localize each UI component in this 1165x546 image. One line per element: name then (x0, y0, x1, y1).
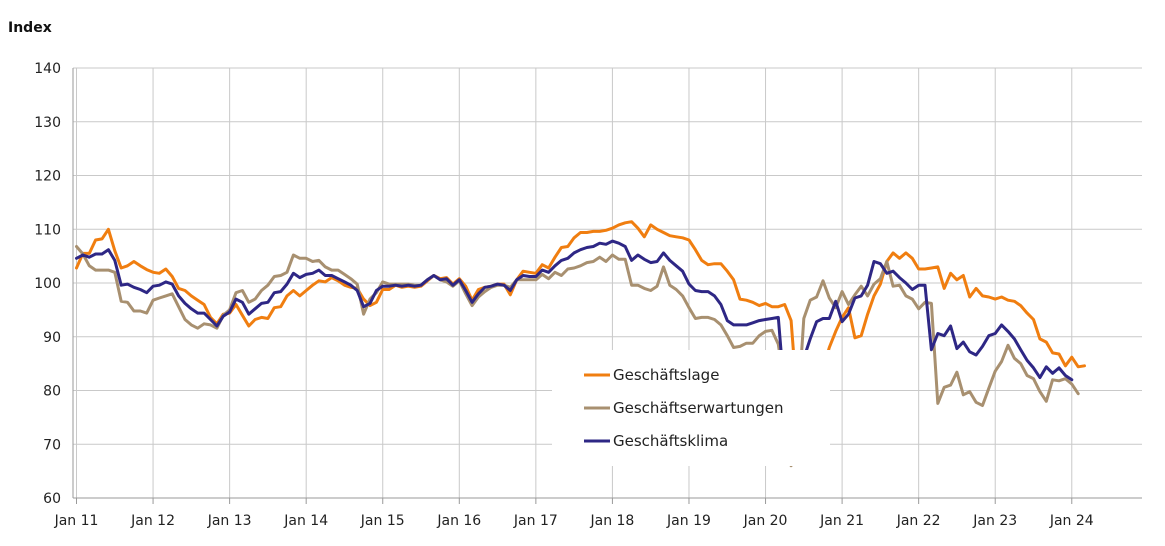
y-tick-label: 60 (43, 491, 61, 507)
y-tick-label: 130 (34, 115, 61, 131)
y-tick-label: 100 (34, 276, 61, 292)
y-tick-label: 120 (34, 169, 61, 185)
x-tick-label: Jan 21 (819, 513, 864, 529)
legend-label: Geschäftslage (613, 366, 719, 384)
y-tick-label: 140 (34, 61, 61, 77)
series-line-2 (75, 239, 1074, 446)
x-tick-label: Jan 14 (283, 513, 328, 529)
series-lines (75, 220, 1086, 468)
x-tick-label: Jan 18 (589, 513, 634, 529)
y-tick-label: 80 (43, 384, 61, 400)
series-line-0 (75, 220, 1086, 466)
x-tick-label: Jan 22 (896, 513, 941, 529)
x-tick-label: Jan 24 (1049, 513, 1094, 529)
x-tick-label: Jan 16 (436, 513, 481, 529)
series-line-1 (75, 245, 1080, 468)
x-tick-label: Jan 13 (207, 513, 252, 529)
legend-label: Geschäftserwartungen (613, 399, 784, 417)
x-tick-label: Jan 12 (130, 513, 175, 529)
y-tick-label: 90 (43, 330, 61, 346)
y-tick-label: 70 (43, 437, 61, 453)
legend-label: Geschäftsklima (613, 432, 728, 450)
x-tick-label: Jan 19 (666, 513, 711, 529)
x-tick-label: Jan 20 (743, 513, 788, 529)
x-tick-label: Jan 23 (972, 513, 1017, 529)
axes (72, 68, 1142, 504)
y-tick-labels: 60 70 80 90 100 110 120 130 140 (34, 61, 61, 507)
y-tick-label: 110 (34, 222, 61, 238)
x-tick-label: Jan 15 (360, 513, 405, 529)
x-tick-label: Jan 11 (54, 513, 99, 529)
x-tick-label: Jan 17 (513, 513, 558, 529)
x-tick-labels: Jan 11 Jan 12 Jan 13 Jan 14 Jan 15 Jan 16 Jan … (54, 513, 1094, 529)
y-axis-label: Index (8, 20, 52, 36)
legend: Geschäftslage Geschäftserwartungen Geschäf… (552, 350, 830, 466)
